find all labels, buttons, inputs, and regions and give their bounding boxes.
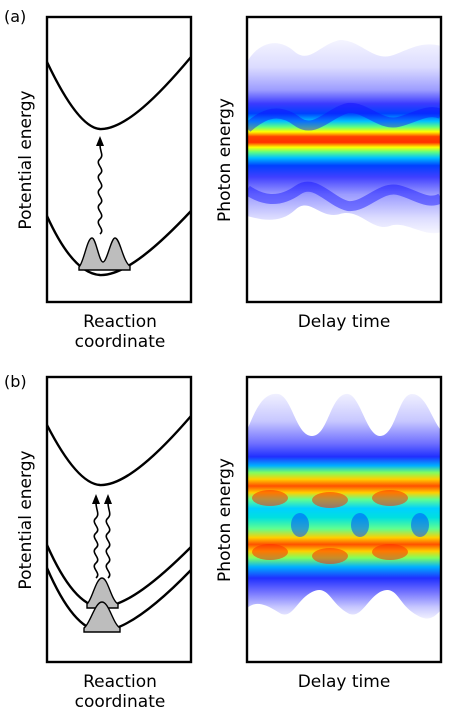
arrowhead — [104, 494, 112, 504]
y-axis-label: Photon energy — [215, 98, 235, 222]
upper-blue-band — [247, 102, 441, 132]
spectrogram-a — [245, 15, 443, 304]
excited-state-curve — [45, 415, 192, 487]
x-axis-label-line2: coordinate — [75, 332, 166, 352]
photon-wavy-arrow — [93, 502, 99, 579]
interference-blobs — [252, 490, 429, 564]
photon-wavy-arrow — [97, 144, 103, 235]
spectrum-map — [247, 40, 441, 234]
wavepacket-lower — [83, 601, 121, 633]
panel-a-tag: (a) — [4, 7, 26, 26]
excited-state-curve — [45, 56, 192, 131]
x-axis-label-line2: coordinate — [75, 692, 166, 711]
potential-diagram-b — [45, 375, 193, 664]
x-axis-label: Delay time — [298, 672, 391, 692]
blue-node — [351, 513, 369, 537]
panel-b-tag: (b) — [4, 372, 27, 391]
red-blob — [252, 544, 288, 560]
lower-blue-band — [247, 181, 441, 212]
arrowhead — [92, 494, 100, 504]
ground-state-curve — [45, 567, 192, 633]
spectrogram-b — [245, 375, 443, 664]
potential-diagram-a — [45, 15, 193, 304]
frame — [45, 375, 193, 664]
red-blob — [252, 490, 288, 506]
blue-node — [291, 513, 309, 537]
y-axis-label: Photon energy — [215, 458, 235, 582]
blue-node — [411, 513, 429, 537]
arrowhead — [96, 136, 104, 146]
frame — [245, 375, 443, 664]
photon-wavy-arrow — [105, 502, 111, 579]
frame — [245, 15, 443, 304]
red-blob — [312, 492, 348, 508]
y-axis-label: Potential energy — [16, 450, 36, 589]
intermediate-state-curve — [45, 544, 192, 609]
ground-state-curve — [45, 210, 192, 277]
frame — [45, 15, 193, 304]
x-axis-label-line1: Reaction — [83, 312, 157, 332]
red-blob — [372, 490, 408, 506]
x-axis-label-line1: Reaction — [83, 672, 157, 692]
wavepacket — [78, 237, 131, 271]
spectrum-map — [247, 393, 441, 619]
wavepacket-upper — [86, 577, 119, 609]
red-blob — [312, 548, 348, 564]
y-axis-label: Potential energy — [16, 90, 36, 229]
red-blob — [372, 544, 408, 560]
x-axis-label: Delay time — [298, 312, 391, 332]
